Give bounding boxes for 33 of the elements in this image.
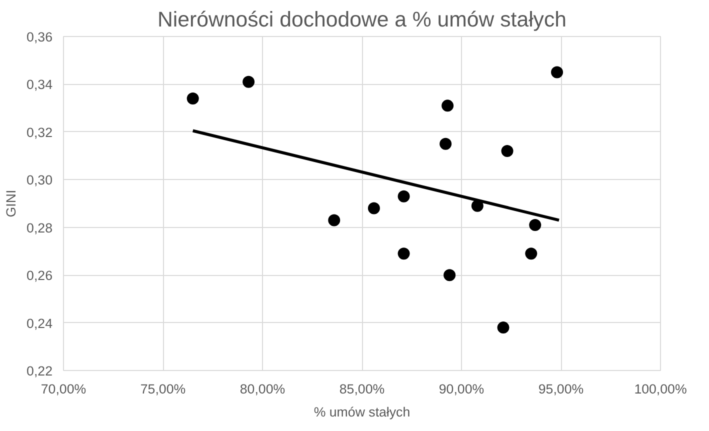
point <box>551 66 564 78</box>
point <box>471 200 484 212</box>
point <box>398 248 410 260</box>
point <box>497 322 510 334</box>
point <box>398 190 410 202</box>
point <box>442 100 454 112</box>
x-axis-title: % umów stałych <box>314 404 410 420</box>
point <box>186 92 199 105</box>
x-tick-label: 80,00% <box>240 382 286 396</box>
x-tick-label: 95,00% <box>538 382 584 396</box>
x-tick-label: 100,00% <box>634 382 687 396</box>
x-tick-label: 90,00% <box>438 382 484 396</box>
point <box>501 145 514 158</box>
y-tick-label: 0,32 <box>26 124 53 140</box>
y-tick-label: 0,22 <box>26 364 53 378</box>
y-tick-label: 0,24 <box>26 316 54 331</box>
chart-title: Nierówności dochodowe a % umów stałych <box>158 8 566 32</box>
x-tick-label: 75,00% <box>140 382 186 396</box>
x-tick-label: 85,00% <box>339 382 385 396</box>
y-tick-label: 0,30 <box>26 172 53 188</box>
point <box>368 202 380 214</box>
x-tick-label: 70,00% <box>40 382 86 396</box>
y-tick-label: 0,28 <box>26 220 53 236</box>
point <box>242 76 255 88</box>
y-tick-label: 0,34 <box>26 77 54 92</box>
y-tick-label: 0,36 <box>26 30 53 44</box>
point <box>444 269 456 282</box>
point <box>440 138 452 150</box>
point <box>328 214 340 226</box>
point <box>529 218 542 231</box>
y-axis-title: GINI <box>4 190 19 218</box>
point <box>525 248 538 260</box>
y-tick-label: 0,26 <box>26 268 53 284</box>
